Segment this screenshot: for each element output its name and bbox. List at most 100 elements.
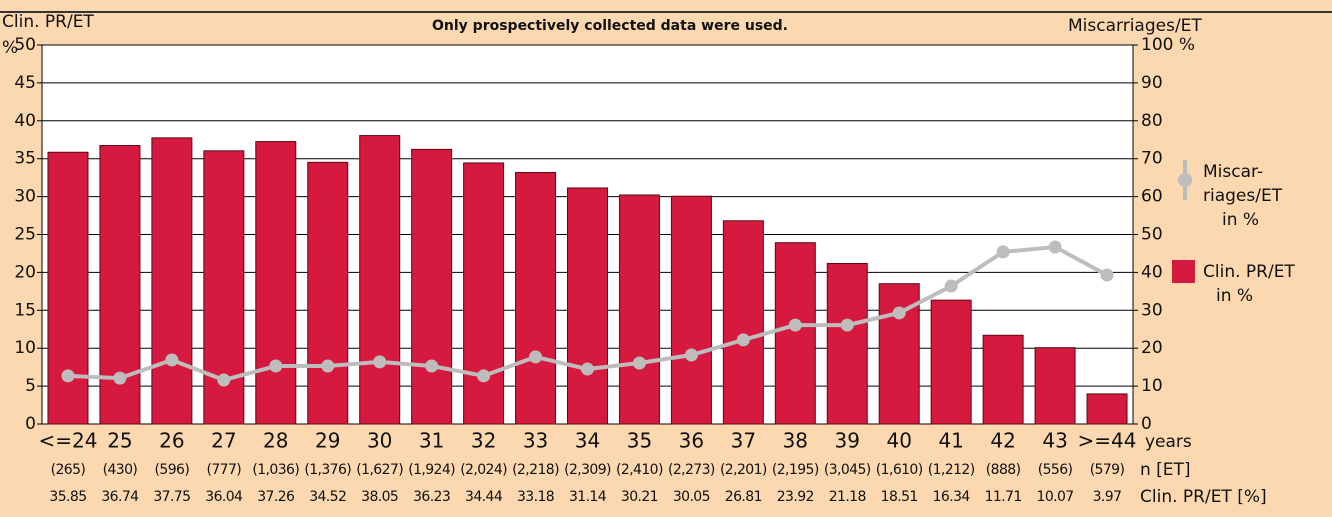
x-tick-label: <=24 [38,429,97,453]
table-row-label: n [ET] [1140,460,1191,480]
table-cell: 33.18 [517,489,554,505]
y2-tick-label: 40 [1141,262,1163,282]
table-cell: 18.51 [881,489,918,505]
bar [411,148,453,425]
table-cell: 36.04 [205,489,243,505]
y-tick-label: 0 [25,414,36,434]
legend-label: Clin. PR/ET [1203,262,1295,282]
legend-swatch [1172,260,1195,283]
line-marker [425,359,439,373]
x-tick-label: 28 [263,429,288,453]
table-cell: 34.44 [465,489,503,505]
y-tick-label: 50 [14,35,36,55]
x-tick-label: 42 [990,429,1015,453]
bar [515,171,557,425]
bar [151,137,193,425]
table-cell: 35.85 [49,489,86,505]
table-cell: (556) [1038,462,1073,478]
table-cell: 36.74 [101,489,139,505]
bar [930,299,972,425]
y2-tick-label: 10 [1141,376,1163,396]
table-cell: (2,201) [720,462,767,478]
table-cell: (596) [155,462,190,478]
bar [567,187,608,425]
table-cell: (1,610) [876,462,923,478]
bar [1086,393,1128,425]
line-marker [61,369,75,383]
line-marker [321,359,335,373]
line-marker [269,359,283,373]
line-marker [840,318,854,332]
table-cell: (1,212) [928,462,975,478]
y-tick-label: 15 [14,300,36,320]
table-cell: (579) [1090,462,1125,478]
line-marker [113,371,127,385]
x-tick-label: 43 [1042,429,1067,453]
table-cell: (265) [51,462,86,478]
x-tick-label: 31 [419,429,444,453]
bar [47,151,89,425]
y-tick-label: 30 [14,187,36,207]
table-cell: (1,627) [356,462,403,478]
legend-label: in % [1216,286,1253,306]
table-cell: (2,024) [460,462,507,478]
bar [826,262,868,425]
line-marker [581,362,594,376]
table-cell: (888) [986,462,1021,478]
table-cell: (1,924) [408,462,455,478]
x-unit: years [1145,432,1192,452]
line-marker [529,350,543,364]
bar [307,161,349,425]
x-tick-label: 37 [731,429,756,453]
x-tick-label: 38 [783,429,808,453]
bar [255,141,297,425]
bar [774,242,816,425]
table-cell: (430) [103,462,138,478]
y-tick-label: 45 [14,73,36,93]
table-cell: 21.18 [829,489,866,505]
table-cell: (2,273) [668,462,715,478]
y-tick-label: 25 [14,225,36,245]
bar [463,162,505,425]
legend-marker [1178,173,1192,187]
bar [359,135,401,425]
bar [982,334,1024,425]
table-cell: 23.92 [777,489,814,505]
table-cell: 34.52 [309,489,346,505]
y2-tick-label: 30 [1141,300,1163,320]
y-tick-label: 5 [25,376,36,396]
y-tick-label: 10 [14,338,36,358]
table-cell: 36.23 [413,489,450,505]
line-marker [1100,268,1114,282]
x-tick-label: 39 [835,429,860,453]
x-tick-label: 27 [211,429,236,453]
table-cell: (777) [207,462,242,478]
table-cell: (3,045) [824,462,871,478]
table-cell: (2,309) [564,462,611,478]
legend-label: in % [1222,210,1259,230]
y2-tick-label: 70 [1141,149,1163,169]
table-cell: 16.34 [933,489,971,505]
y2-tick-label: 90 [1141,73,1163,93]
bar [1034,347,1076,425]
y-axis-title: Clin. PR/ET [2,12,94,32]
line-marker [736,333,750,347]
y2-tick-label: 100 % [1141,35,1195,55]
table-cell: 31.14 [569,489,607,505]
table-cell: (2,195) [772,462,819,478]
table-cell: 37.75 [153,489,190,505]
line-marker [892,306,906,320]
y-tick-label: 35 [14,149,36,169]
legend-label: riages/ET [1203,186,1283,206]
y2-axis-title: Miscarriages/ET [1068,16,1202,36]
bar [618,194,660,425]
x-tick-label: >=44 [1078,429,1137,453]
y-tick-label: 20 [14,262,36,282]
table-cell: 30.05 [673,489,710,505]
table-cell: (1,376) [304,462,351,478]
bar [670,195,712,425]
table-cell: 11.71 [985,489,1022,505]
x-tick-label: 41 [938,429,963,453]
y-unit: % [2,38,18,58]
